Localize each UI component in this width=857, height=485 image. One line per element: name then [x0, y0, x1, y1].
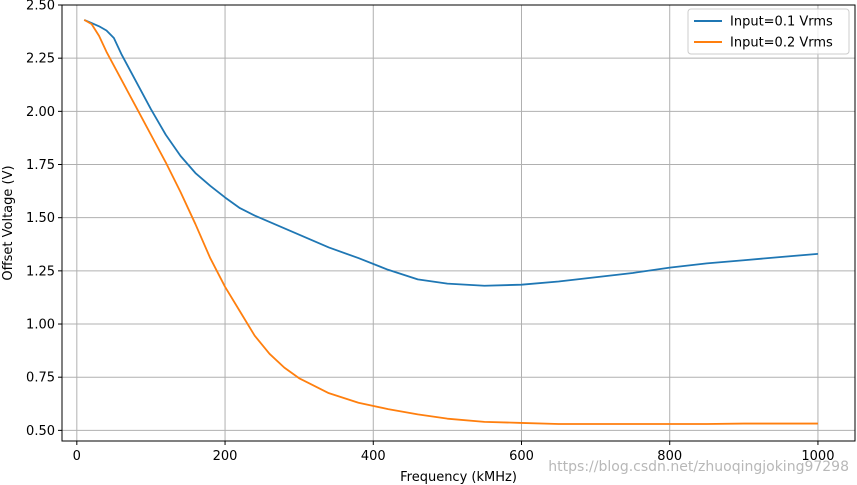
legend-label-1: Input=0.2 Vrms	[730, 36, 833, 51]
y-tick-label-1: 0.75	[26, 371, 55, 386]
y-tick-label-0: 0.50	[26, 424, 55, 439]
legend-label-0: Input=0.1 Vrms	[730, 15, 833, 30]
y-tick-label-6: 2.00	[26, 105, 55, 120]
y-tick-label-4: 1.50	[26, 211, 55, 226]
y-tick-label-8: 2.50	[26, 0, 55, 14]
legend-box	[687, 8, 850, 55]
x-axis-label: Frequency (kMHz)	[400, 470, 517, 485]
x-tick-label-4: 800	[657, 449, 682, 464]
series-line-0	[83, 19, 819, 287]
x-tick-label-1: 200	[213, 449, 238, 464]
x-tick-label-3: 600	[509, 449, 534, 464]
series-layer	[83, 19, 819, 425]
grid	[62, 4, 855, 441]
legend: Input=0.1 Vrms Input=0.2 Vrms	[687, 8, 850, 55]
x-tick-label-5: 1000	[801, 449, 834, 464]
x-tick-label-2: 400	[361, 449, 386, 464]
y-tick-label-5: 1.75	[26, 158, 55, 173]
series-line-1	[83, 19, 818, 425]
ticks: 0 200 400 600 800 1000 0.50 0.75 1.00 1.25 1.50 1.7…	[26, 0, 834, 464]
y-tick-label-2: 1.00	[26, 318, 55, 333]
plot-frame	[61, 4, 856, 442]
y-tick-label-3: 1.25	[26, 264, 55, 279]
y-axis-label: Offset Voltage (V)	[1, 165, 16, 280]
watermark: https://blog.csdn.net/zhuoqingjoking9729…	[548, 459, 849, 475]
x-tick-label-0: 0	[73, 449, 81, 464]
y-tick-label-7: 2.25	[26, 52, 55, 67]
